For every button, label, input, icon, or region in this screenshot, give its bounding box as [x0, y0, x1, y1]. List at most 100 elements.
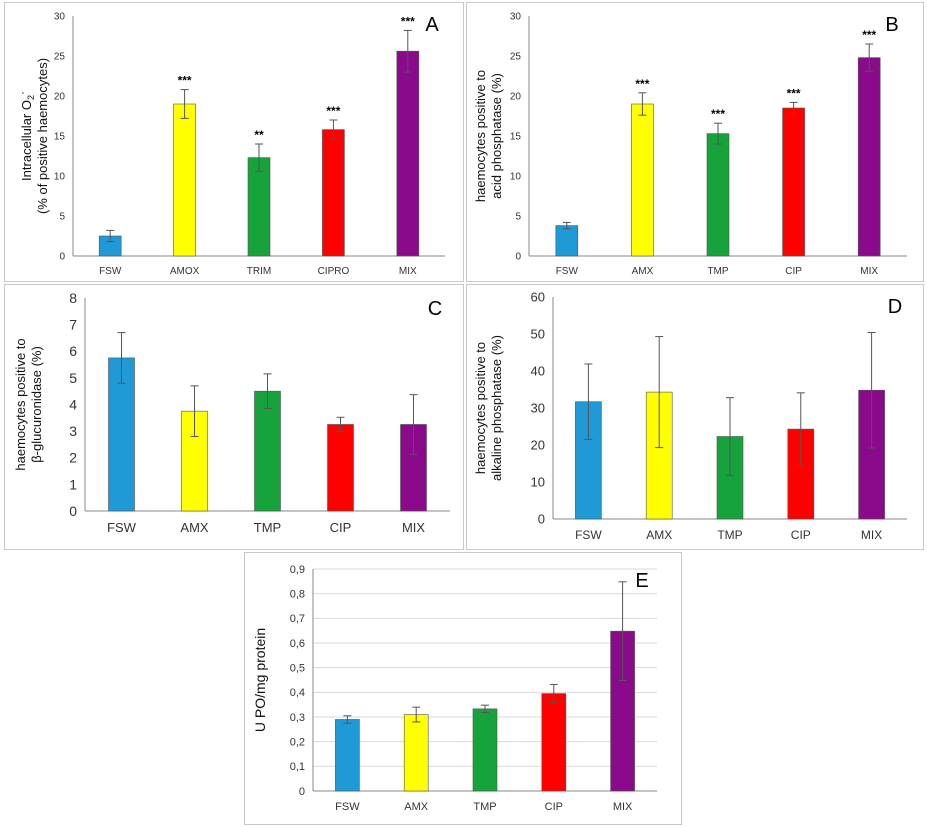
- panel-letter-c: C: [428, 298, 442, 320]
- x-tick-label-a-2: TRIM: [247, 266, 271, 277]
- significance-label-a-3: ***: [326, 104, 340, 118]
- significance-label-b-2: ***: [711, 107, 725, 121]
- x-tick-label-d-1: AMX: [646, 528, 672, 542]
- bar-b-0: [555, 225, 579, 257]
- y-tick-label-c-2: 2: [69, 450, 77, 466]
- bar-e-2: [472, 708, 498, 792]
- y-axis-label-c-0: haemocytes positive to: [13, 338, 28, 470]
- y-tick-label-d-0: 0: [538, 512, 545, 527]
- y-tick-label-c-7: 7: [69, 317, 77, 333]
- y-tick-label-a-2: 10: [54, 172, 66, 183]
- x-tick-label-e-0: FSW: [335, 801, 360, 813]
- chart-panel-e: 0 0,1 0,2 0,3 0,4 0,5 0,6 0,7 0,8 0,9 FSW AMX TMP CIP…: [244, 552, 682, 825]
- chart-panel-c: 0 1 2 3 4 5 6 7 8 FSW AMX TMP CIP MIX haemocytes posit…: [4, 284, 464, 550]
- significance-label-a-4: ***: [401, 14, 415, 28]
- bar-a-3: [322, 129, 345, 257]
- x-tick-label-c-1: AMX: [180, 520, 209, 535]
- significance-label-b-1: ***: [635, 77, 649, 91]
- y-tick-label-e-5: 0,5: [290, 663, 305, 675]
- y-axis-label-c-1: β-glucuronidase (%): [29, 346, 44, 463]
- y-tick-label-e-8: 0,8: [290, 589, 305, 601]
- y-tick-label-a-0: 0: [59, 252, 65, 263]
- y-tick-label-e-7: 0,7: [290, 613, 305, 625]
- y-tick-label-c-3: 3: [69, 423, 77, 439]
- y-tick-label-b-6: 30: [510, 12, 522, 23]
- y-tick-label-e-0: 0: [299, 786, 305, 798]
- bar-e-0: [335, 719, 360, 792]
- bar-d-4: [858, 389, 885, 520]
- y-tick-label-d-3: 30: [531, 401, 545, 416]
- y-axis-label-a-0: Intracellular O2·: [16, 91, 36, 181]
- y-tick-label-b-1: 5: [515, 212, 521, 223]
- panel-letter-e: E: [635, 570, 648, 592]
- x-tick-label-c-2: TMP: [254, 520, 281, 535]
- bar-c-2: [254, 390, 281, 512]
- y-tick-label-a-6: 30: [54, 12, 66, 23]
- x-tick-label-c-3: CIP: [330, 520, 352, 535]
- y-axis-label-e-0: U PO/mg protein: [252, 628, 268, 732]
- y-tick-label-a-3: 15: [54, 132, 66, 143]
- chart-a-svg: 0 5 10 15 20 25 30 FSW *** AMOX ** TRIM *** CIPRO *** M…: [16, 12, 445, 277]
- panel-letter-b: B: [885, 14, 898, 36]
- y-axis-label-sup-a: ·: [16, 91, 29, 95]
- y-tick-label-a-5: 25: [54, 52, 66, 63]
- x-tick-label-c-0: FSW: [107, 520, 137, 535]
- y-tick-label-c-6: 6: [69, 343, 77, 359]
- panel-letter-d: D: [888, 296, 902, 318]
- y-axis-label-sub-a: 2: [26, 95, 36, 100]
- y-tick-label-d-5: 50: [531, 327, 545, 342]
- bar-a-2: [247, 157, 271, 257]
- y-tick-label-b-4: 20: [510, 92, 522, 103]
- bar-d-0: [575, 401, 602, 520]
- y-tick-label-c-5: 5: [69, 370, 77, 386]
- bar-a-1: [173, 103, 196, 257]
- significance-label-a-2: **: [254, 128, 264, 142]
- chart-b-svg: 0 5 10 15 20 25 30 FSW *** AMX *** TMP *** CIP *** MIX h…: [473, 12, 907, 277]
- x-tick-label-d-3: CIP: [791, 528, 811, 542]
- bar-b-1: [631, 103, 654, 257]
- x-tick-label-e-4: MIX: [613, 801, 633, 813]
- x-tick-label-e-3: CIP: [545, 801, 563, 813]
- bar-b-2: [706, 133, 730, 257]
- chart-d-svg: 0 10 20 30 40 50 60 FSW AMX TMP CIP MIX haemocytes p…: [473, 290, 907, 542]
- bar-d-3: [787, 428, 815, 520]
- x-tick-label-b-3: CIP: [785, 266, 802, 277]
- y-tick-label-e-6: 0,6: [290, 638, 305, 650]
- chart-c-svg: 0 1 2 3 4 5 6 7 8 FSW AMX TMP CIP MIX haemocytes posit…: [13, 290, 450, 535]
- panel-letter-a: A: [425, 14, 439, 36]
- y-tick-label-b-2: 10: [510, 172, 522, 183]
- y-tick-label-d-1: 10: [531, 475, 545, 490]
- x-tick-label-a-4: MIX: [399, 266, 417, 277]
- y-tick-label-c-4: 4: [69, 396, 77, 412]
- y-axis-label-b-0: haemocytes positive to: [473, 70, 488, 202]
- x-tick-label-a-3: CIPRO: [318, 266, 350, 277]
- chart-panel-a: 0 5 10 15 20 25 30 FSW *** AMOX ** TRIM *** CIPRO *** M…: [4, 2, 464, 282]
- bar-b-4: [857, 57, 881, 257]
- y-tick-label-c-1: 1: [69, 476, 77, 492]
- y-tick-label-e-1: 0,1: [290, 761, 305, 773]
- y-axis-label-b-1: acid phosphatase (%): [489, 73, 504, 199]
- x-tick-label-d-2: TMP: [717, 528, 742, 542]
- x-tick-label-e-2: TMP: [473, 801, 496, 813]
- y-axis-label-a-1: (% of positive haemocytes): [35, 58, 50, 214]
- x-tick-label-e-1: AMX: [404, 801, 429, 813]
- significance-label-b-4: ***: [862, 28, 876, 42]
- y-axis-label-d-1: alkaline phosphatase (%): [489, 335, 504, 481]
- chart-panel-b: 0 5 10 15 20 25 30 FSW *** AMX *** TMP *** CIP *** MIX h…: [466, 2, 924, 282]
- y-tick-label-c-0: 0: [69, 503, 77, 519]
- x-tick-label-b-4: MIX: [860, 266, 878, 277]
- x-tick-label-c-4: MIX: [402, 520, 425, 535]
- bar-e-1: [403, 714, 429, 792]
- y-tick-label-a-4: 20: [54, 92, 66, 103]
- x-tick-label-d-0: FSW: [575, 528, 602, 542]
- y-tick-label-d-4: 40: [531, 364, 545, 379]
- x-tick-label-b-2: TMP: [707, 266, 728, 277]
- y-tick-label-b-3: 15: [510, 132, 522, 143]
- y-tick-label-d-6: 60: [531, 290, 545, 305]
- bar-b-3: [782, 107, 805, 257]
- bar-c-3: [327, 424, 354, 512]
- y-tick-label-e-3: 0,3: [290, 712, 305, 724]
- significance-label-b-3: ***: [787, 86, 801, 100]
- y-tick-label-e-9: 0,9: [290, 564, 305, 576]
- x-tick-label-d-4: MIX: [861, 528, 882, 542]
